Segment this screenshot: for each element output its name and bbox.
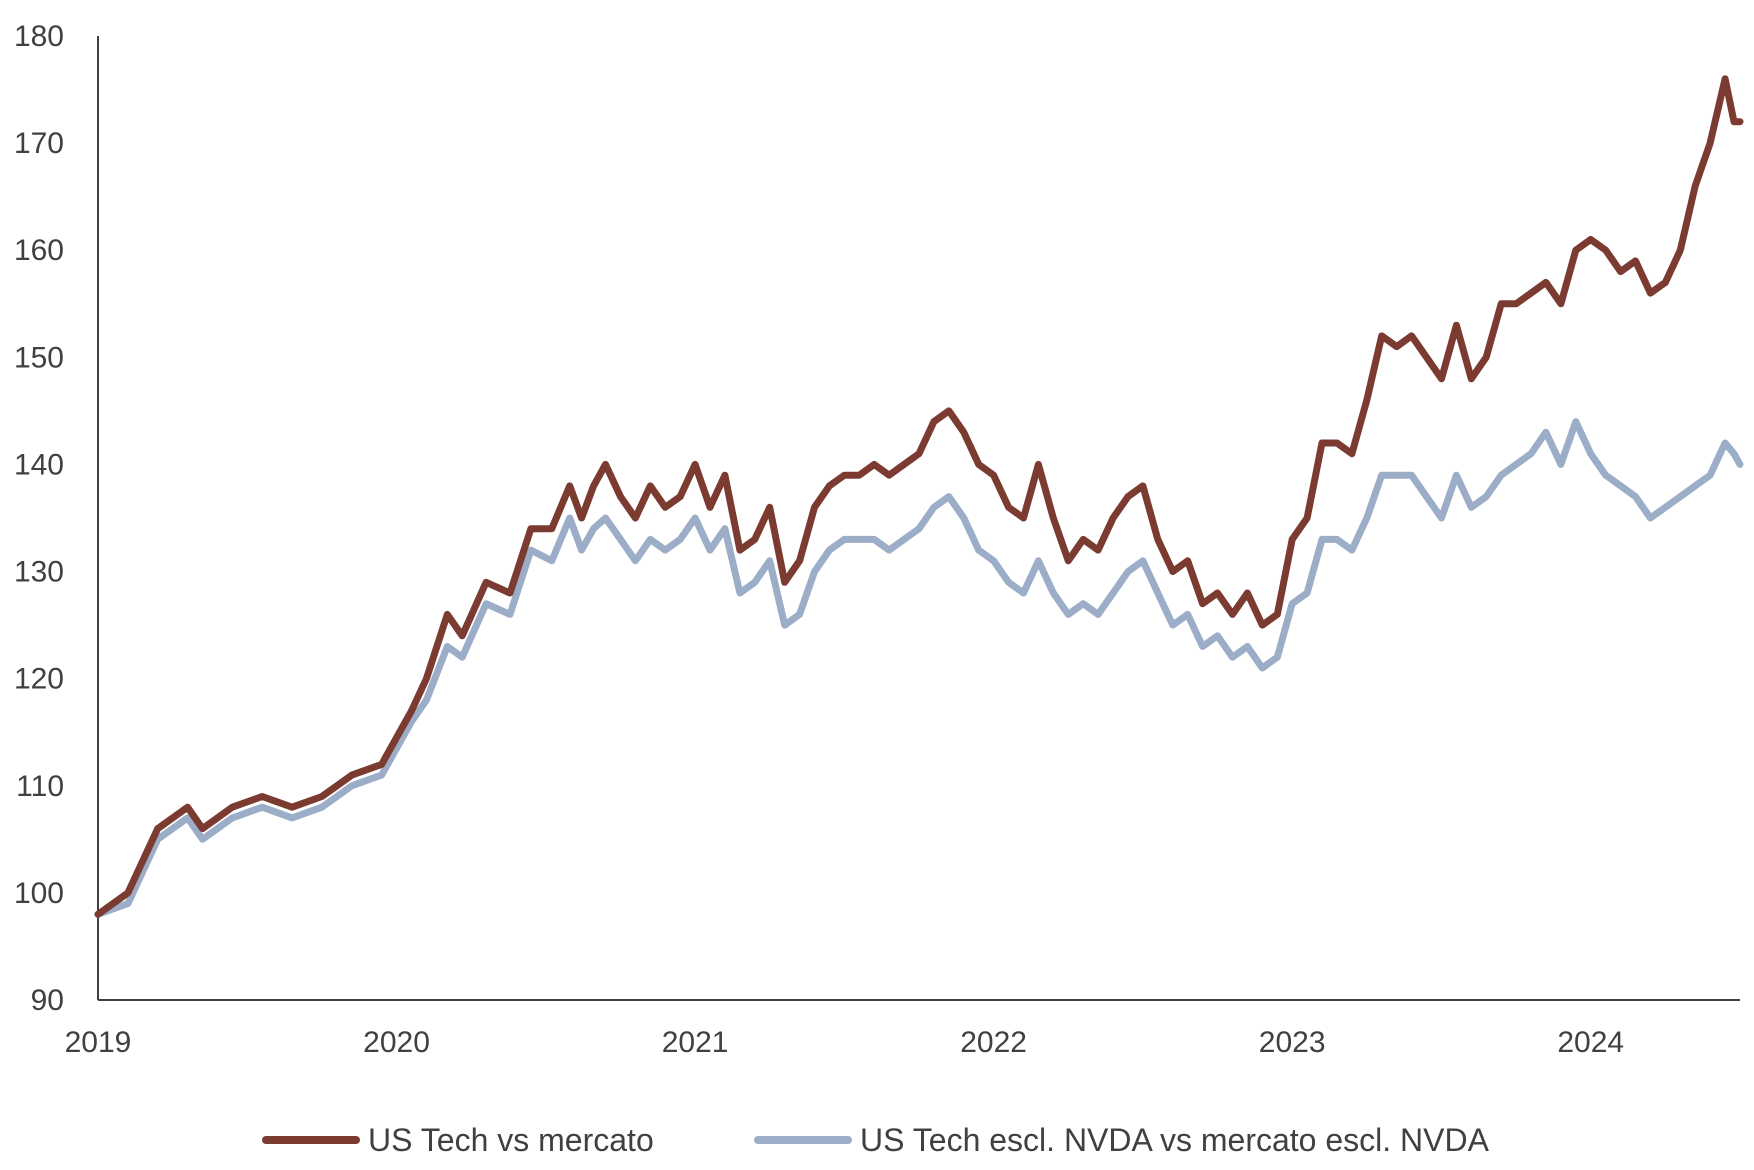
y-tick-label: 180 <box>14 20 64 53</box>
legend-label-us-tech: US Tech vs mercato <box>368 1122 654 1158</box>
y-tick-label: 110 <box>16 770 64 803</box>
x-tick-label: 2024 <box>1557 1026 1624 1059</box>
legend: US Tech vs mercato US Tech escl. NVDA vs… <box>262 1122 1490 1158</box>
legend-label-us-tech-ex-nvda: US Tech escl. NVDA vs mercato escl. NVDA <box>860 1122 1490 1158</box>
x-tick-label: 2022 <box>960 1026 1027 1059</box>
series-line-us-tech <box>94 75 1744 918</box>
y-tick-label: 150 <box>14 341 64 374</box>
series-layer <box>94 75 1744 918</box>
y-tick-label: 120 <box>14 663 64 696</box>
y-tick-label: 140 <box>14 448 64 481</box>
y-tick-label: 160 <box>14 234 64 267</box>
y-tick-label: 100 <box>14 877 64 910</box>
x-axis-ticks: 2019 2020 2021 2022 2023 2024 <box>65 1026 1624 1059</box>
y-tick-label: 90 <box>31 984 64 1017</box>
x-tick-label: 2019 <box>65 1026 132 1059</box>
y-tick-label: 130 <box>14 556 64 589</box>
x-tick-label: 2021 <box>662 1026 729 1059</box>
series-line-us-tech-ex-nvda <box>94 418 1744 918</box>
x-tick-label: 2020 <box>363 1026 430 1059</box>
y-axis-ticks: 90 100 110 120 130 140 150 160 170 180 <box>14 20 64 1017</box>
x-tick-label: 2023 <box>1259 1026 1326 1059</box>
y-tick-label: 170 <box>14 127 64 160</box>
